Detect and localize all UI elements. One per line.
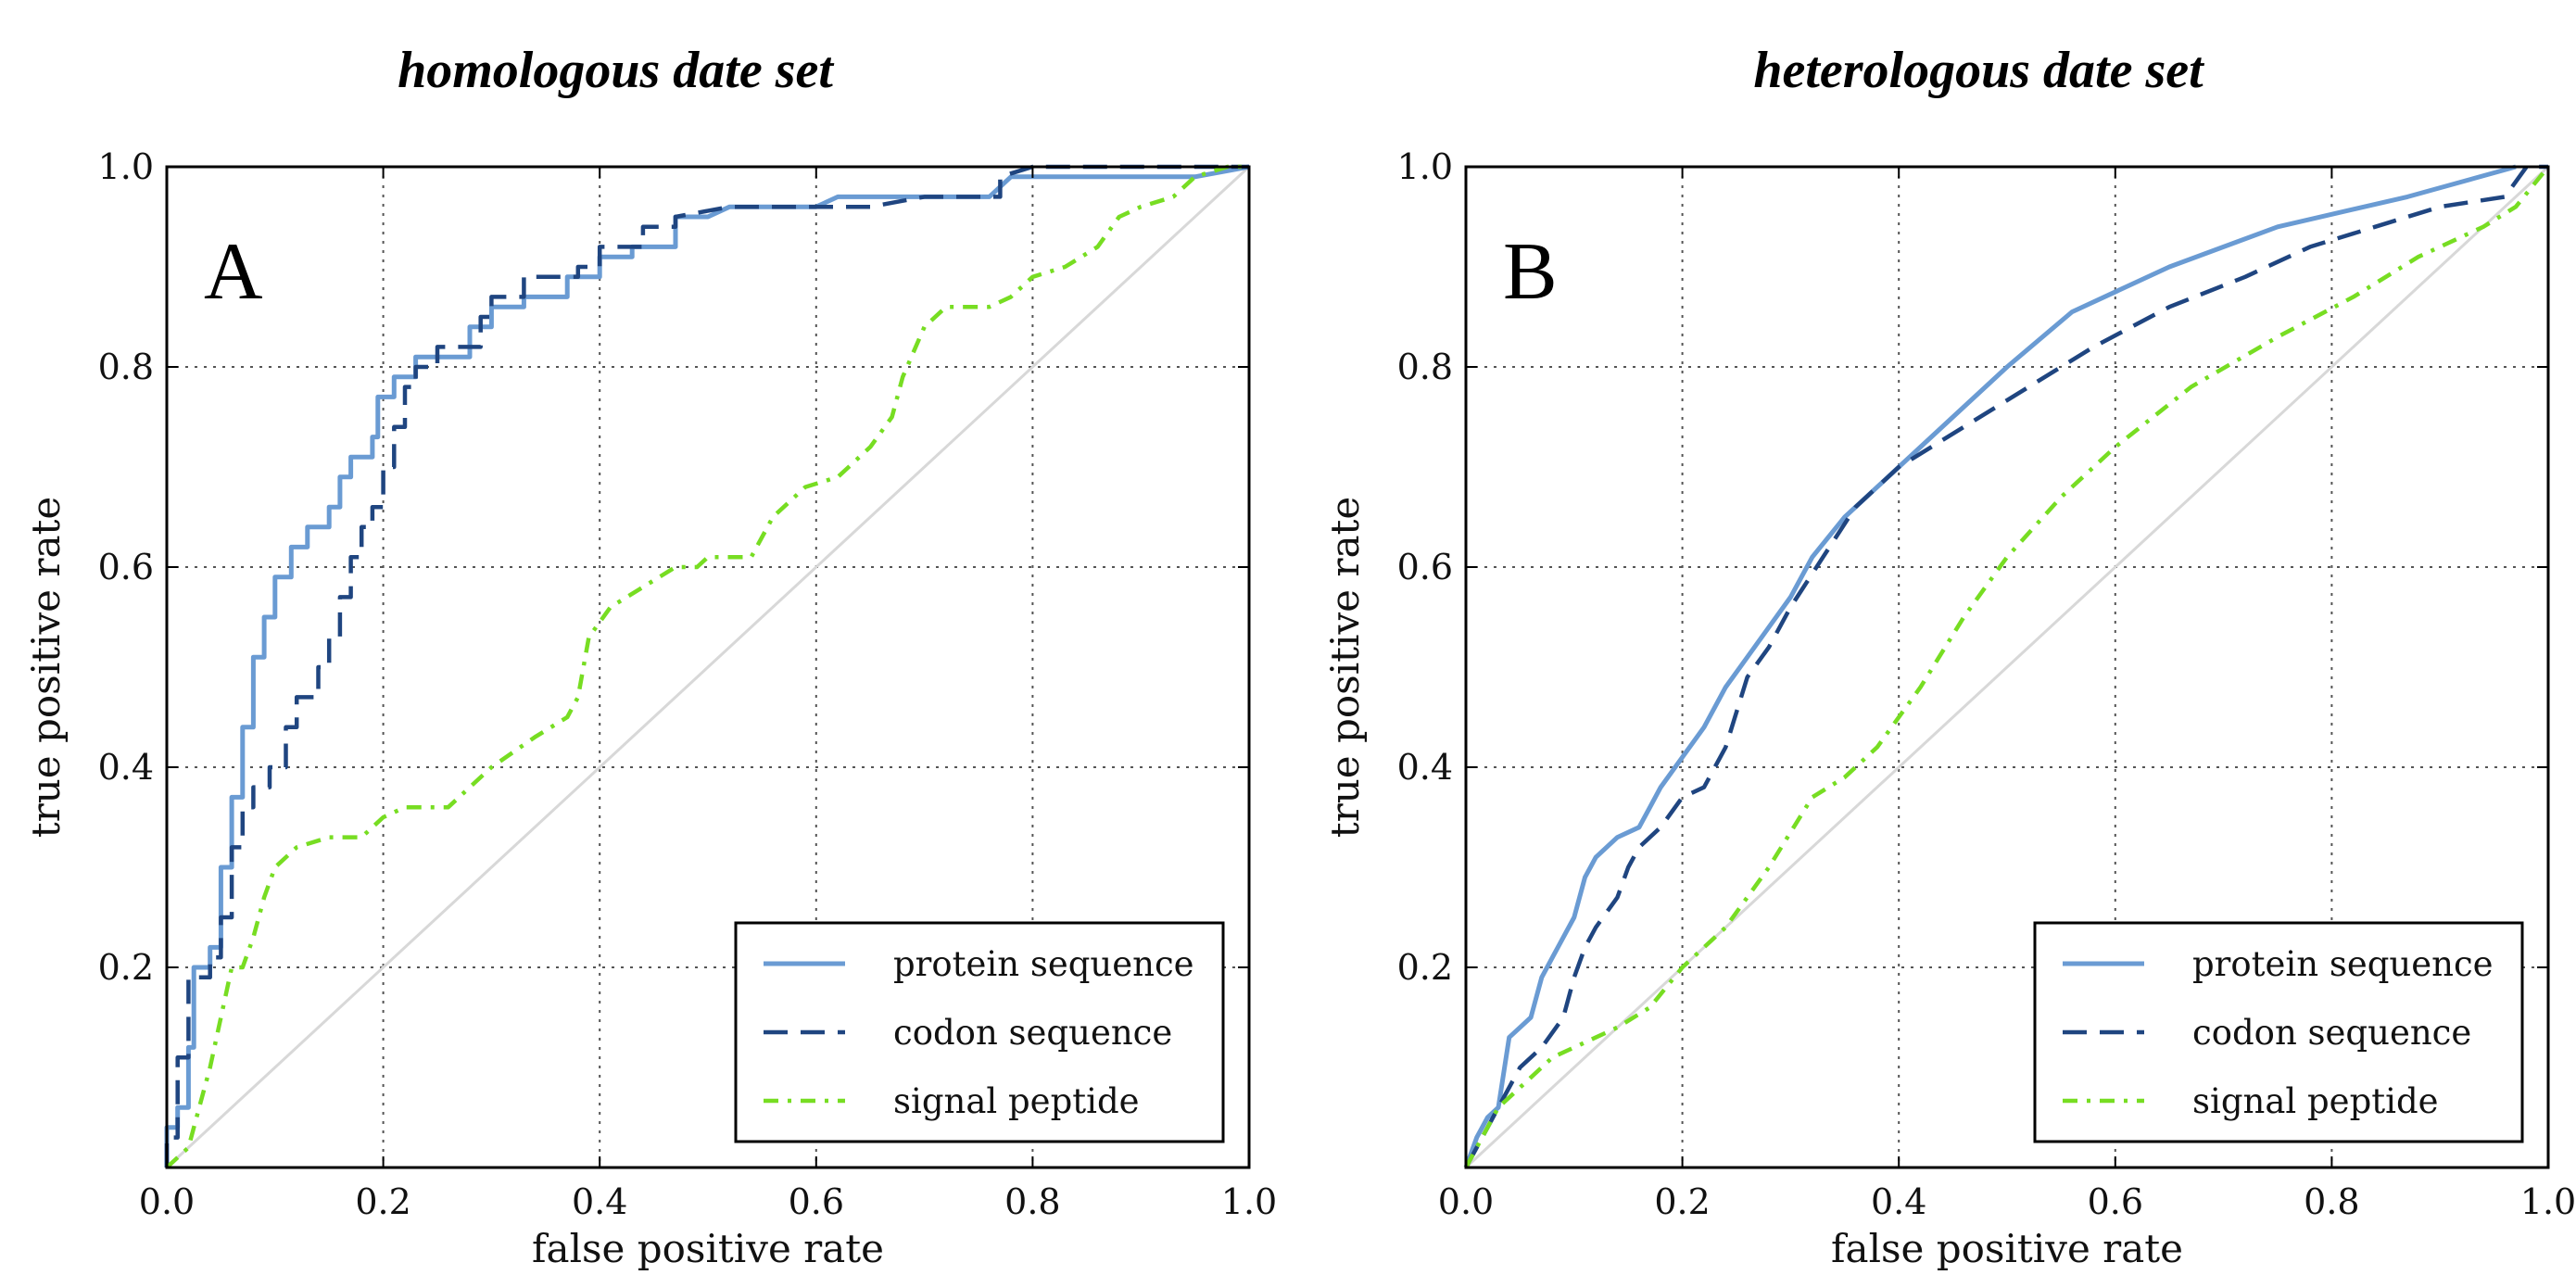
- plot-frame: [1464, 165, 2550, 1169]
- y-tick-label: 0.4: [1397, 747, 1453, 788]
- diagonal-reference-line: [1464, 165, 2550, 1169]
- panel-letter: B: [1503, 227, 1558, 317]
- y-axis-label: true positive rate: [23, 497, 69, 838]
- panel-b: heterologous date set 0.0 0.2 0.4 0.6 0.8 1.0 0…: [1322, 42, 2576, 1271]
- x-tick-label: 0.8: [2304, 1181, 2359, 1222]
- legend-label: signal peptide: [2192, 1081, 2439, 1121]
- series-line-codon-sequence: [1464, 164, 2548, 1169]
- legend: protein sequence codon sequence signal pep…: [2033, 921, 2524, 1143]
- legend-label: codon sequence: [2192, 1013, 2471, 1053]
- y-tick-label: 0.8: [1397, 347, 1453, 387]
- legend: protein sequence codon sequence signal pep…: [734, 921, 1225, 1143]
- y-axis-label: true positive rate: [1322, 497, 1368, 838]
- x-tick-label: 0.0: [139, 1181, 195, 1222]
- plot-frame: [165, 165, 1251, 1169]
- x-tick-label: 1.0: [2520, 1181, 2576, 1222]
- panel-letter: A: [204, 227, 263, 317]
- legend-label: protein sequence: [2192, 944, 2494, 984]
- x-tick-label: 0.2: [1654, 1181, 1710, 1222]
- x-axis-label: false positive rate: [532, 1226, 884, 1271]
- y-tick-label: 1.0: [98, 146, 154, 187]
- series-line-signal-peptide: [165, 164, 1249, 1169]
- chart-title: heterologous date set: [1753, 42, 2204, 99]
- legend-label: codon sequence: [893, 1013, 1172, 1053]
- x-tick-label: 0.2: [355, 1181, 410, 1222]
- x-tick-label: 0.4: [1871, 1181, 1926, 1222]
- legend-label: protein sequence: [893, 944, 1194, 984]
- x-axis-label: false positive rate: [1831, 1226, 2183, 1271]
- y-tick-label: 0.6: [98, 547, 154, 587]
- panel-a: homologous date set 0.0 0.2 0.4 0.6 0.8 1.0 0.2…: [23, 42, 1277, 1271]
- series-line-protein-sequence: [1463, 164, 2517, 1168]
- y-tick-label: 0.2: [98, 947, 154, 988]
- y-tick-label: 0.8: [98, 347, 154, 387]
- y-tick-label: 0.2: [1397, 947, 1453, 988]
- x-tick-label: 0.0: [1438, 1181, 1494, 1222]
- y-tick-label: 1.0: [1397, 146, 1453, 187]
- y-tick-label: 0.6: [1397, 547, 1453, 587]
- x-tick-label: 0.4: [572, 1181, 627, 1222]
- diagonal-reference-line: [165, 165, 1251, 1169]
- chart-title: homologous date set: [398, 42, 834, 99]
- x-tick-label: 1.0: [1221, 1181, 1277, 1222]
- legend-label: signal peptide: [893, 1081, 1140, 1121]
- x-tick-label: 0.6: [2088, 1181, 2143, 1222]
- x-tick-label: 0.6: [789, 1181, 844, 1222]
- y-tick-label: 0.4: [98, 747, 154, 788]
- x-tick-label: 0.8: [1004, 1181, 1060, 1222]
